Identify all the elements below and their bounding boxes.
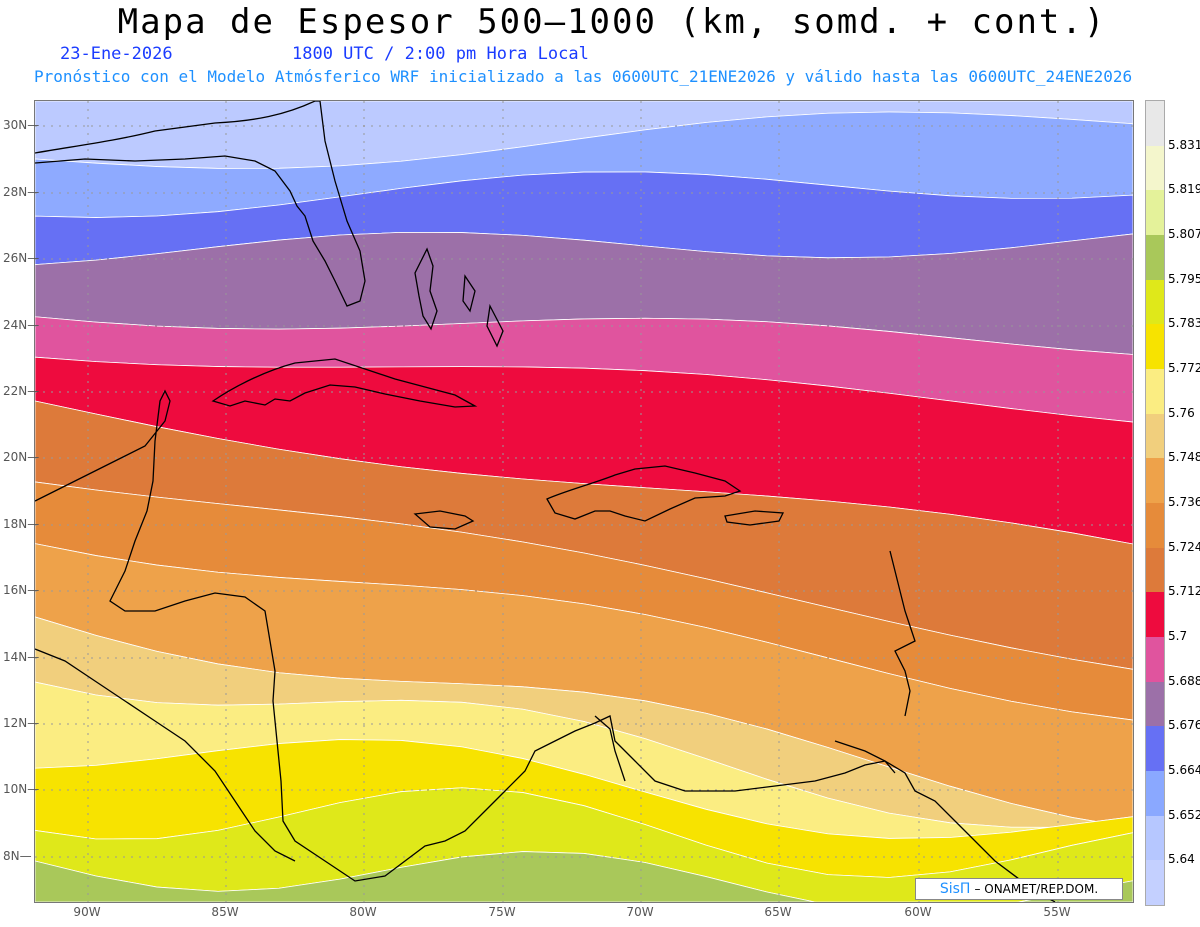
colorbar-label: 5.64 — [1168, 852, 1195, 867]
lat-label: 20N— — [3, 450, 40, 464]
colorbar-label: 5.7 — [1168, 629, 1188, 643]
colorbar-label: 5.819 — [1168, 182, 1200, 197]
lon-label: 70W — [626, 905, 654, 919]
colorbar-label: 5.676 — [1168, 718, 1200, 733]
lon-label: 75W — [488, 905, 516, 919]
colorbar-segment — [1146, 681, 1164, 727]
colorbar-segment — [1146, 145, 1164, 191]
colorbar-segment — [1146, 101, 1164, 146]
lat-label: 22N— — [3, 384, 40, 398]
colorbar-label: 5.76 — [1168, 405, 1195, 420]
coastlines — [35, 101, 1056, 902]
lat-lon-grid — [35, 101, 1133, 902]
credit-text: – ONAMET/REP.DOM. — [974, 882, 1099, 896]
lon-label: 90W — [73, 905, 101, 919]
colorbar-segment — [1146, 637, 1164, 682]
lon-label: 85W — [211, 905, 239, 919]
colorbar-segment — [1146, 592, 1164, 638]
thickness-bands — [35, 101, 1133, 902]
colorbar-segment — [1146, 369, 1164, 414]
colorbar-segment — [1146, 324, 1164, 370]
lon-label: 80W — [349, 905, 377, 919]
forecast-date: 23-Ene-2026 — [60, 44, 173, 64]
lat-label: 12N— — [3, 716, 40, 730]
colorbar-label: 5.712 — [1168, 584, 1200, 599]
model-subtitle: Pronóstico con el Modelo Atmósferico WRF… — [34, 67, 1133, 86]
colorbar-segment — [1146, 726, 1164, 772]
colorbar — [1145, 100, 1165, 906]
colorbar-segment — [1146, 413, 1164, 459]
thickness-band — [35, 851, 1133, 902]
forecast-time: 1800 UTC / 2:00 pm Hora Local — [292, 44, 589, 64]
colorbar-segment — [1146, 860, 1164, 906]
colorbar-segment — [1146, 771, 1164, 816]
lon-label: 60W — [904, 905, 932, 919]
lat-label: 18N— — [3, 517, 40, 531]
colorbar-segment — [1146, 503, 1164, 548]
colorbar-label: 5.736 — [1168, 495, 1200, 509]
lat-label: 14N— — [3, 650, 40, 664]
colorbar-segment — [1146, 815, 1164, 861]
colorbar-label: 5.652 — [1168, 807, 1200, 822]
lat-label: 8N— — [3, 849, 32, 863]
lat-label: 28N— — [3, 185, 40, 199]
lat-label: 16N— — [3, 583, 40, 597]
colorbar-segment — [1146, 235, 1164, 280]
colorbar-label: 5.748 — [1168, 450, 1200, 465]
lat-label: 24N— — [3, 318, 40, 332]
credit-box: SisΠ – ONAMET/REP.DOM. — [915, 878, 1123, 900]
colorbar-label: 5.724 — [1168, 539, 1200, 554]
sispi-logo: SisΠ — [939, 881, 971, 897]
colorbar-label: 5.772 — [1168, 361, 1200, 375]
colorbar-segment — [1146, 547, 1164, 593]
lon-label: 55W — [1043, 905, 1071, 919]
map-title: Mapa de Espesor 500—1000 (km, somd. + co… — [117, 2, 1107, 42]
colorbar-segment — [1146, 190, 1164, 236]
map-canvas — [35, 101, 1133, 902]
colorbar-segment — [1146, 279, 1164, 325]
thickness-map — [34, 100, 1134, 903]
colorbar-label: 5.795 — [1168, 271, 1200, 286]
lon-label: 65W — [764, 905, 792, 919]
lat-label: 26N— — [3, 251, 40, 265]
colorbar-label: 5.664 — [1168, 763, 1200, 777]
colorbar-label: 5.783 — [1168, 316, 1200, 331]
colorbar-label: 5.831 — [1168, 137, 1200, 152]
colorbar-segment — [1146, 458, 1164, 504]
lat-label: 10N— — [3, 782, 40, 796]
colorbar-label: 5.807 — [1168, 227, 1200, 241]
colorbar-label: 5.688 — [1168, 673, 1200, 688]
lat-label: 30N— — [3, 118, 40, 132]
